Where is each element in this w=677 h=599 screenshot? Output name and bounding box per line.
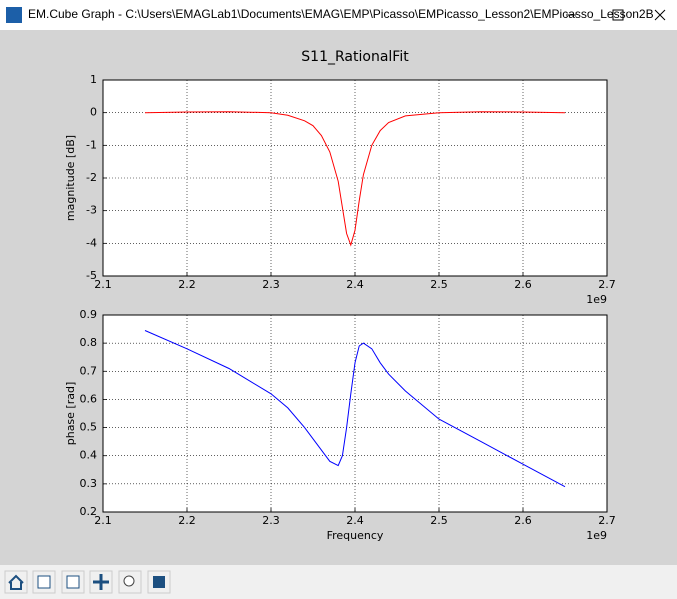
toolbar-buttons [4,570,171,594]
y-tick-label: 0.2 [80,505,98,518]
plot-frame [102,314,608,513]
x-tick-label: 2.7 [598,278,616,291]
y-tick-label: -2 [86,171,97,184]
x-tick-label: 2.6 [514,278,532,291]
maximize-button[interactable] [612,9,624,21]
x-offset-label: 1e9 [586,293,607,306]
y-tick-label: 0.6 [80,392,98,405]
x-axis-label: Frequency [327,529,384,542]
data-line [144,330,566,488]
x-tick-label: 2.6 [514,514,532,527]
x-tick-label: 2.2 [178,514,196,527]
y-tick-label: 0.3 [80,477,98,490]
y-tick-label: 0.4 [80,449,98,462]
y-axis-label: magnitude [dB] [64,135,77,221]
figure-title: S11_RationalFit [301,49,409,65]
x-tick-label: 2.3 [262,278,280,291]
close-button[interactable] [654,9,666,21]
y-tick-label: -1 [86,138,97,151]
x-tick-label: 2.4 [346,514,364,527]
x-offset-label: 1e9 [586,529,607,542]
home-icon [8,574,24,590]
plot-frame [102,79,608,277]
y-tick-label: 0.5 [80,421,98,434]
x-tick-label: 2.7 [598,514,616,527]
x-tick-label: 2.5 [430,514,448,527]
y-tick-label: 0 [90,106,97,119]
title-bar [0,0,677,30]
y-tick-label: 0.7 [80,364,98,377]
back-icon [37,575,51,589]
x-tick-label: 2.3 [262,514,280,527]
y-tick-label: -5 [86,269,97,282]
x-tick-label: 2.5 [430,278,448,291]
window-title: EM.Cube Graph - C:\Users\EMAGLab1\Docume… [28,7,654,21]
data-line [144,111,566,247]
toolbar [0,565,677,599]
y-tick-label: -3 [86,204,97,217]
y-axis-label: phase [rad] [64,382,77,446]
y-tick-label: -4 [86,236,97,249]
y-tick-label: 0.9 [80,308,98,321]
plot-area [103,315,607,512]
save-icon [153,576,165,588]
y-tick-label: 1 [90,73,97,86]
forward-icon [66,575,80,589]
pan-icon [93,574,109,590]
app-icon [6,7,22,23]
x-tick-label: 2.1 [94,514,112,527]
zoom-icon [123,575,135,587]
y-tick-label: 0.8 [80,336,98,349]
x-tick-label: 2.1 [94,278,112,291]
x-tick-label: 2.4 [346,278,364,291]
x-tick-label: 2.2 [178,278,196,291]
